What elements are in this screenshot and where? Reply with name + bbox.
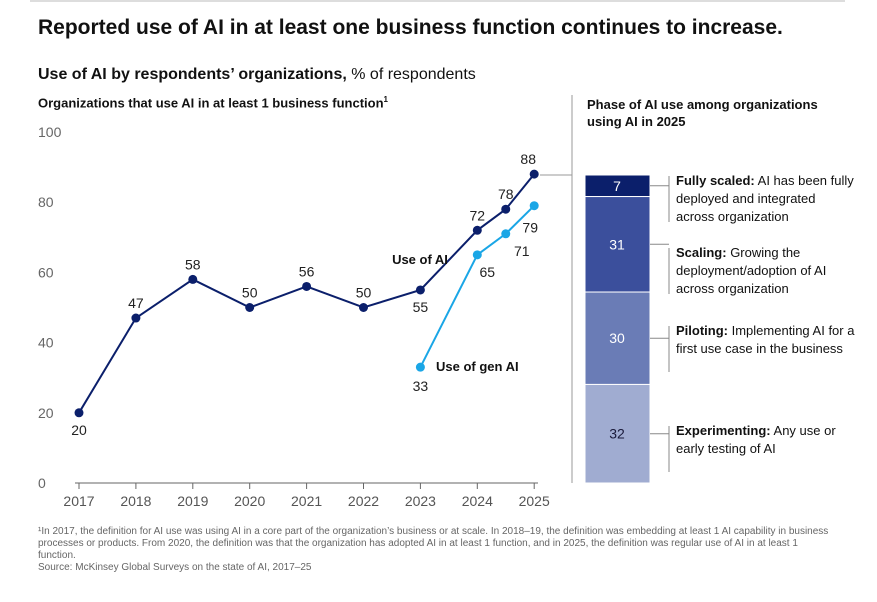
data-label: 88	[520, 151, 536, 167]
data-label: 72	[470, 207, 486, 223]
x-tick-label: 2024	[462, 493, 493, 509]
y-tick-label: 40	[38, 335, 54, 351]
data-point	[131, 313, 141, 323]
x-tick-label: 2023	[405, 493, 436, 509]
data-label: 71	[514, 243, 530, 259]
segment-value: 30	[609, 330, 625, 346]
line-chart-title-text: Organizations that use AI in at least 1 …	[38, 95, 384, 111]
line-chart-title: Organizations that use AI in at least 1 …	[38, 95, 388, 110]
x-tick-label: 2019	[177, 493, 208, 509]
segment-value: 7	[613, 178, 621, 194]
x-tick-label: 2025	[519, 493, 550, 509]
data-label: 79	[522, 220, 538, 236]
data-point	[501, 204, 511, 214]
data-point	[245, 303, 255, 312]
data-point	[415, 285, 425, 295]
phase-desc-text: Implementing AI for a first use case in …	[676, 323, 855, 356]
phase-desc-text: AI has been fully deployed and integrat­…	[676, 173, 854, 224]
data-point	[74, 408, 84, 418]
segment-value: 31	[609, 236, 625, 252]
phase-name: Fully scaled:	[676, 173, 755, 188]
footnote: ¹In 2017, the definition for AI use was …	[38, 526, 838, 574]
bar-segment	[584, 291, 651, 385]
phase-description: Piloting: Implementing AI for a first us…	[676, 322, 856, 358]
data-label: 47	[128, 295, 144, 311]
phase-name: Piloting:	[676, 323, 728, 338]
data-label: 33	[413, 378, 429, 394]
phase-description: Experimenting: Any use or early testing …	[676, 422, 856, 458]
data-point	[529, 201, 539, 211]
data-point	[302, 281, 312, 291]
data-point	[472, 225, 482, 235]
data-label: 20	[71, 422, 87, 438]
y-tick-label: 100	[38, 124, 62, 140]
data-point	[529, 169, 539, 179]
footnote-text: ¹In 2017, the definition for AI use was …	[38, 526, 829, 561]
source-text: Source: McKinsey Global Surveys on the s…	[38, 562, 312, 573]
x-tick-label: 2017	[63, 493, 94, 509]
x-tick-label: 2021	[291, 493, 322, 509]
footnote-mark: 1	[383, 95, 388, 104]
x-tick-label: 2022	[348, 493, 379, 509]
data-point	[188, 274, 198, 284]
phase-description: Fully scaled: AI has been fully deployed…	[676, 172, 856, 226]
phase-name: Experimenting:	[676, 423, 771, 438]
series-label: Use of AI	[392, 252, 448, 267]
y-tick-label: 0	[38, 475, 46, 491]
x-tick-label: 2020	[234, 493, 265, 509]
bar-segment	[584, 383, 651, 484]
page-title: Reported use of AI in at least one busin…	[38, 16, 783, 39]
x-tick-label: 2018	[120, 493, 151, 509]
y-tick-label: 80	[38, 194, 54, 210]
y-tick-label: 60	[38, 264, 54, 280]
chart-subtitle: Use of AI by respondents’ organizations,…	[38, 66, 476, 84]
subtitle-unit: % of respondents	[346, 66, 476, 83]
data-point	[472, 250, 482, 260]
phase-description: Scaling: Growing the deployment/adoption…	[676, 244, 856, 298]
data-label: 78	[498, 186, 514, 202]
series-label: Use of gen AI	[436, 359, 519, 374]
segment-value: 32	[609, 426, 625, 442]
data-point	[501, 229, 511, 239]
data-point	[359, 303, 368, 312]
data-label: 65	[480, 264, 496, 280]
data-point	[415, 362, 425, 372]
data-label: 50	[356, 285, 372, 301]
data-label: 50	[242, 285, 258, 301]
phase-desc-text: Any use or early testing of AI	[676, 423, 836, 456]
series-line-ai	[78, 173, 535, 414]
series-line-gen-ai	[419, 204, 535, 368]
y-tick-label: 20	[38, 405, 54, 421]
bar-chart-title: Phase of AI use among organizations usin…	[587, 97, 818, 129]
subtitle-bold: Use of AI by respondents’ organizations,	[38, 66, 347, 83]
phase-desc-text: Growing the deployment/adoption of AI ac…	[676, 245, 827, 296]
data-label: 58	[185, 256, 201, 272]
phase-name: Scaling:	[676, 245, 727, 260]
data-label: 55	[413, 299, 429, 315]
data-label: 56	[299, 263, 315, 279]
